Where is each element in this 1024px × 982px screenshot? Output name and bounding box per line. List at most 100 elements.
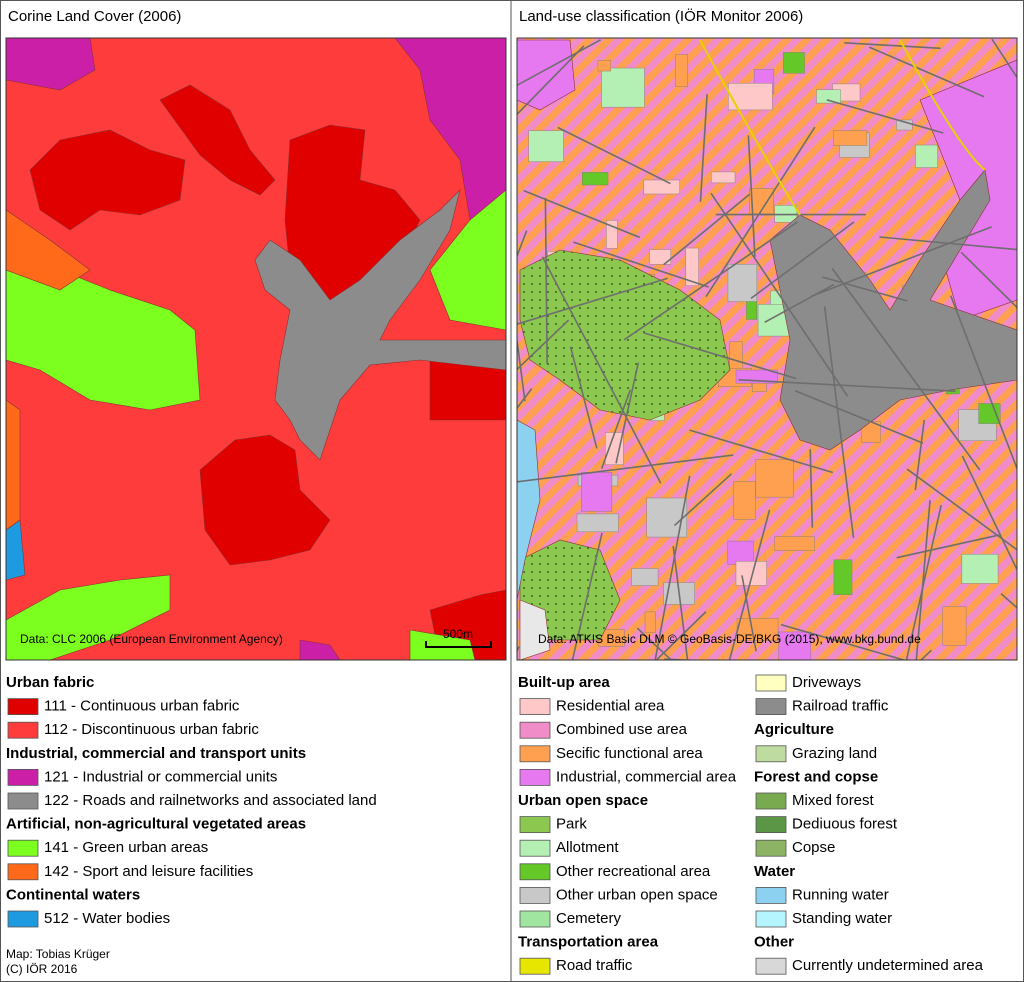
land-cover-area xyxy=(6,38,96,91)
land-use-block xyxy=(605,432,624,465)
land-cover-area xyxy=(6,269,201,411)
left-map-title: Corine Land Cover (2006) xyxy=(8,8,181,25)
legend-swatch xyxy=(519,910,551,928)
legend-swatch xyxy=(755,792,787,810)
street xyxy=(949,295,1017,471)
legend-heading: Other xyxy=(754,934,794,951)
street xyxy=(643,332,797,380)
land-use-area xyxy=(517,419,541,601)
land-use-block xyxy=(644,611,656,633)
land-use-block xyxy=(816,89,841,104)
land-use-block xyxy=(978,403,1001,424)
land-cover-area xyxy=(29,129,186,231)
legend-label: 142 - Sport and leisure facilities xyxy=(44,863,253,880)
land-use-block xyxy=(782,52,805,74)
street xyxy=(905,504,942,660)
legend-swatch xyxy=(519,957,551,975)
street xyxy=(960,251,1017,309)
street xyxy=(544,197,548,365)
legend-swatch xyxy=(519,839,551,857)
street xyxy=(710,192,849,397)
street xyxy=(517,39,601,87)
land-use-block xyxy=(733,481,756,520)
street xyxy=(573,241,709,288)
land-use-block xyxy=(755,459,794,498)
land-use-block xyxy=(643,179,680,195)
legend-swatch xyxy=(755,674,787,692)
street xyxy=(672,546,689,660)
legend-label: Other urban open space xyxy=(556,886,718,903)
land-use-block xyxy=(528,130,564,162)
street xyxy=(991,38,1017,79)
land-use-block xyxy=(576,513,619,533)
map-source: Data: ATKIS Basic DLM © GeoBasis-DE/BKG … xyxy=(538,632,921,646)
land-use-block xyxy=(915,144,938,168)
legend-label: Other recreational area xyxy=(556,863,711,880)
street xyxy=(915,500,931,660)
legend-label: 512 - Water bodies xyxy=(44,910,170,927)
legend-label: Driveways xyxy=(792,674,861,691)
legend-label: Park xyxy=(556,816,587,833)
street xyxy=(750,221,855,299)
street xyxy=(557,126,671,185)
street xyxy=(961,455,1017,572)
land-cover-area xyxy=(429,189,506,331)
land-use-block xyxy=(685,247,699,287)
land-use-block xyxy=(582,172,609,186)
map-border xyxy=(516,37,1018,661)
land-cover-area xyxy=(254,189,506,461)
legend-label: Mixed forest xyxy=(792,792,875,809)
land-cover-area xyxy=(6,574,171,660)
land-use-block xyxy=(942,606,967,646)
land-use-block xyxy=(735,561,767,586)
street xyxy=(705,126,816,298)
land-use-block xyxy=(601,67,645,108)
legend-heading: Artificial, non-agricultural vegetated a… xyxy=(6,816,306,833)
legend-label: Residential area xyxy=(556,698,665,715)
street xyxy=(699,94,708,202)
land-use-block xyxy=(606,220,618,249)
street xyxy=(728,509,771,660)
legend-heading: Urban fabric xyxy=(6,674,94,691)
street xyxy=(879,236,1017,251)
land-cover-area xyxy=(299,639,341,660)
legend-swatch xyxy=(755,887,787,904)
legend-swatch xyxy=(755,910,787,928)
street xyxy=(517,340,526,402)
legend-heading: Built-up area xyxy=(518,674,610,691)
street xyxy=(541,256,662,484)
legend-label: Copse xyxy=(792,839,835,856)
land-use-area xyxy=(517,39,576,111)
street xyxy=(654,475,691,660)
street xyxy=(673,473,732,527)
legend-swatch xyxy=(519,721,551,739)
land-cover-area xyxy=(199,434,331,566)
legend-swatch xyxy=(7,721,39,739)
street xyxy=(821,276,908,302)
land-use-block xyxy=(581,472,613,512)
land-use-block xyxy=(727,264,758,302)
legend-swatch xyxy=(519,863,551,881)
street xyxy=(523,189,641,239)
street xyxy=(1000,593,1017,609)
credit: (C) IÖR 2016 xyxy=(6,962,78,976)
legend-swatch xyxy=(519,769,551,786)
street xyxy=(896,534,1001,559)
street xyxy=(809,449,814,528)
legend-label: Allotment xyxy=(556,839,619,856)
right-map xyxy=(517,38,1017,660)
legend-swatch xyxy=(7,863,39,881)
legend-label: Grazing land xyxy=(792,745,877,762)
street xyxy=(780,623,907,660)
street xyxy=(569,346,598,449)
right-map-title: Land-use classification (IÖR Monitor 200… xyxy=(519,7,803,25)
legend-label: Secific functional area xyxy=(556,745,703,762)
legend-swatch xyxy=(755,698,787,715)
land-cover-area xyxy=(159,84,276,196)
street xyxy=(764,283,835,323)
legend-label: Running water xyxy=(792,886,889,903)
land-use-block xyxy=(961,554,999,584)
legend-swatch xyxy=(755,745,787,763)
street xyxy=(623,221,799,341)
